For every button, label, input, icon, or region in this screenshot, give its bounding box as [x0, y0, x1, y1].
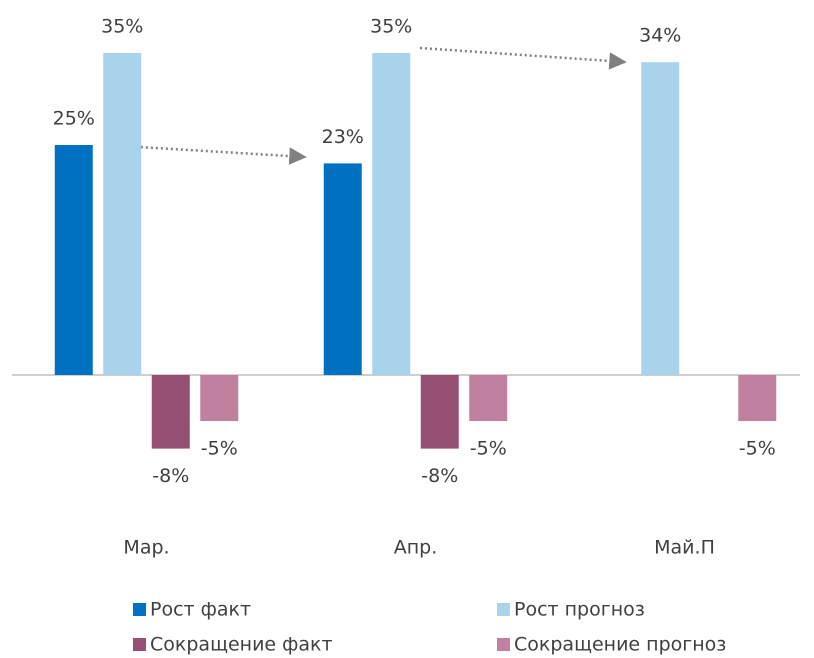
trend-arrow — [419, 46, 627, 70]
x-tick-label: Мар. — [123, 537, 169, 559]
data-label: -5% — [470, 438, 507, 460]
legend-label: Рост прогноз — [514, 599, 645, 621]
data-label: -5% — [739, 438, 776, 460]
x-tick-label: Май.П — [654, 537, 715, 559]
bar — [738, 375, 777, 421]
bar — [323, 163, 362, 375]
data-label: 35% — [370, 16, 412, 38]
bar — [469, 375, 508, 421]
legend-swatch — [497, 638, 510, 651]
bar — [54, 145, 93, 375]
data-label: 34% — [639, 25, 681, 47]
legend-label: Рост факт — [150, 599, 251, 621]
trend-arrow — [105, 143, 307, 165]
data-label: -8% — [421, 465, 458, 487]
data-label: 23% — [322, 126, 364, 148]
legend-swatch — [133, 638, 146, 651]
data-label: -5% — [201, 438, 238, 460]
data-label: -8% — [152, 465, 189, 487]
bar — [641, 62, 680, 375]
bar — [372, 53, 411, 375]
bar — [420, 375, 459, 449]
bar — [103, 53, 142, 375]
legend-swatch — [133, 603, 146, 616]
legend-label: Сокращение прогноз — [514, 634, 726, 656]
x-tick-label: Апр. — [394, 537, 438, 559]
data-label: 35% — [101, 16, 143, 38]
legend-swatch — [497, 603, 510, 616]
data-label: 25% — [53, 108, 95, 130]
bar — [200, 375, 239, 421]
legend-label: Сокращение факт — [150, 634, 333, 656]
bar — [151, 375, 190, 449]
